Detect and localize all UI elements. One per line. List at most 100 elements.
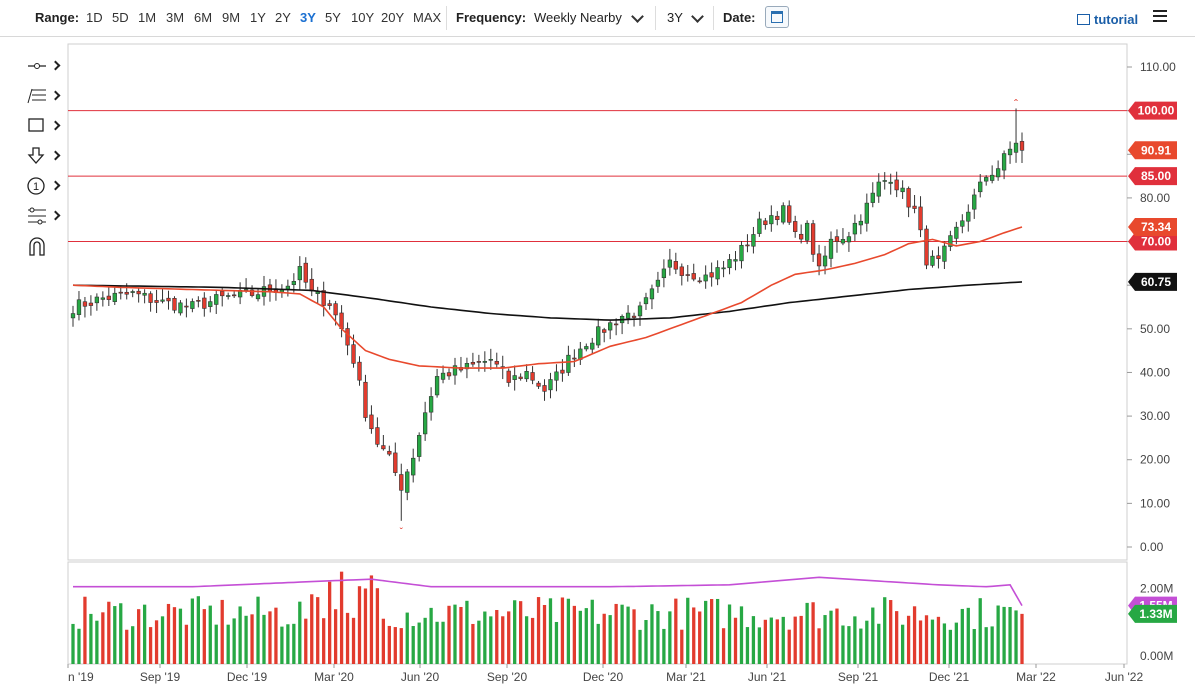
candle-up[interactable] <box>178 302 183 314</box>
candle-up[interactable] <box>434 376 440 396</box>
candle-up[interactable] <box>828 238 834 259</box>
candle-down[interactable] <box>393 452 398 473</box>
candle-down[interactable] <box>763 220 768 226</box>
candle-down[interactable] <box>816 253 822 267</box>
rectangle-tool-button[interactable] <box>26 115 62 137</box>
candle-up[interactable] <box>524 371 529 380</box>
candle-down[interactable] <box>381 445 386 450</box>
candle-up[interactable] <box>488 358 493 361</box>
candle-up[interactable] <box>822 255 828 267</box>
candle-down[interactable] <box>810 223 816 255</box>
candle-down[interactable] <box>709 272 714 278</box>
candle-down[interactable] <box>894 179 899 191</box>
candle-up[interactable] <box>882 180 887 182</box>
candle-down[interactable] <box>148 293 153 303</box>
magnet-tool-button[interactable] <box>26 235 62 257</box>
candle-down[interactable] <box>536 382 541 387</box>
candle-down[interactable] <box>327 303 332 306</box>
candle-down[interactable] <box>202 297 207 309</box>
candle-down[interactable] <box>906 188 911 208</box>
candle-down[interactable] <box>542 385 547 392</box>
range-button-5y[interactable]: 5Y <box>325 10 341 25</box>
candle-up[interactable] <box>1001 153 1007 171</box>
candle-down[interactable] <box>691 273 696 280</box>
candle-up[interactable] <box>100 297 105 300</box>
frequency-select[interactable]: Weekly Nearby <box>534 10 622 25</box>
candle-up[interactable] <box>995 168 1001 178</box>
candle-up[interactable] <box>112 292 117 302</box>
candle-up[interactable] <box>948 235 953 247</box>
candle-up[interactable] <box>876 181 881 197</box>
range-button-max[interactable]: MAX <box>413 10 442 25</box>
candle-up[interactable] <box>900 187 905 193</box>
candle-down[interactable] <box>936 255 941 259</box>
candle-down[interactable] <box>924 228 929 266</box>
candle-up[interactable] <box>482 361 487 363</box>
candle-down[interactable] <box>220 291 225 297</box>
candle-up[interactable] <box>781 205 786 223</box>
candle-up[interactable] <box>608 322 613 331</box>
candle-up[interactable] <box>751 234 756 247</box>
candle-down[interactable] <box>118 291 123 294</box>
candle-up[interactable] <box>142 292 147 296</box>
candle-down[interactable] <box>363 381 368 418</box>
candle-up[interactable] <box>954 226 959 239</box>
candle-down[interactable] <box>88 302 94 306</box>
annotation-number-tool-button[interactable]: 1 <box>26 175 62 197</box>
candle-up[interactable] <box>942 245 947 262</box>
candle-down[interactable] <box>369 414 374 430</box>
candle-down[interactable] <box>613 323 619 326</box>
candle-down[interactable] <box>375 427 380 445</box>
candle-down[interactable] <box>184 305 189 308</box>
candle-up[interactable] <box>70 313 76 319</box>
candle-down[interactable] <box>912 205 917 209</box>
candle-up[interactable] <box>715 267 720 280</box>
candle-up[interactable] <box>554 371 559 381</box>
candle-up[interactable] <box>870 192 875 203</box>
calendar-icon[interactable] <box>765 6 789 28</box>
candle-up[interactable] <box>208 301 213 307</box>
range-button-2y[interactable]: 2Y <box>275 10 291 25</box>
tutorial-icon[interactable] <box>1077 14 1090 25</box>
candle-down[interactable] <box>506 370 511 383</box>
crosshair-tool-button[interactable] <box>26 55 62 77</box>
menu-icon[interactable] <box>1153 10 1167 24</box>
candle-down[interactable] <box>106 295 111 300</box>
candle-up[interactable] <box>978 181 983 193</box>
candle-up[interactable] <box>291 281 296 285</box>
candle-up[interactable] <box>667 259 673 268</box>
candle-down[interactable] <box>154 300 159 303</box>
candle-down[interactable] <box>793 221 798 232</box>
candle-down[interactable] <box>631 315 637 318</box>
candle-up[interactable] <box>214 294 219 305</box>
candle-up[interactable] <box>512 375 517 380</box>
candle-up[interactable] <box>739 244 744 262</box>
candle-up[interactable] <box>596 326 601 346</box>
candle-up[interactable] <box>94 296 100 304</box>
candle-down[interactable] <box>679 266 684 276</box>
candle-down[interactable] <box>357 361 362 381</box>
candle-up[interactable] <box>637 305 643 317</box>
candle-up[interactable] <box>548 379 553 391</box>
candle-up[interactable] <box>584 346 589 350</box>
candle-up[interactable] <box>255 294 261 300</box>
candle-up[interactable] <box>452 365 458 376</box>
candle-up[interactable] <box>721 267 726 270</box>
candle-down[interactable] <box>918 206 923 231</box>
range-button-1d[interactable]: 1D <box>86 10 103 25</box>
candle-down[interactable] <box>685 274 690 276</box>
candle-down[interactable] <box>697 280 702 283</box>
candle-up[interactable] <box>643 297 649 305</box>
candle-down[interactable] <box>136 290 141 295</box>
candle-down[interactable] <box>470 361 476 365</box>
candle-up[interactable] <box>160 299 165 302</box>
candle-up[interactable] <box>852 222 858 235</box>
fibonacci-tool-button[interactable] <box>26 205 62 227</box>
range-button-5d[interactable]: 5D <box>112 10 129 25</box>
candle-up[interactable] <box>661 268 667 279</box>
candle-down[interactable] <box>745 244 750 247</box>
range-button-10y[interactable]: 10Y <box>351 10 375 25</box>
candle-up[interactable] <box>864 202 869 224</box>
trendline-tool-button[interactable] <box>26 85 62 107</box>
candle-down[interactable] <box>249 289 255 296</box>
